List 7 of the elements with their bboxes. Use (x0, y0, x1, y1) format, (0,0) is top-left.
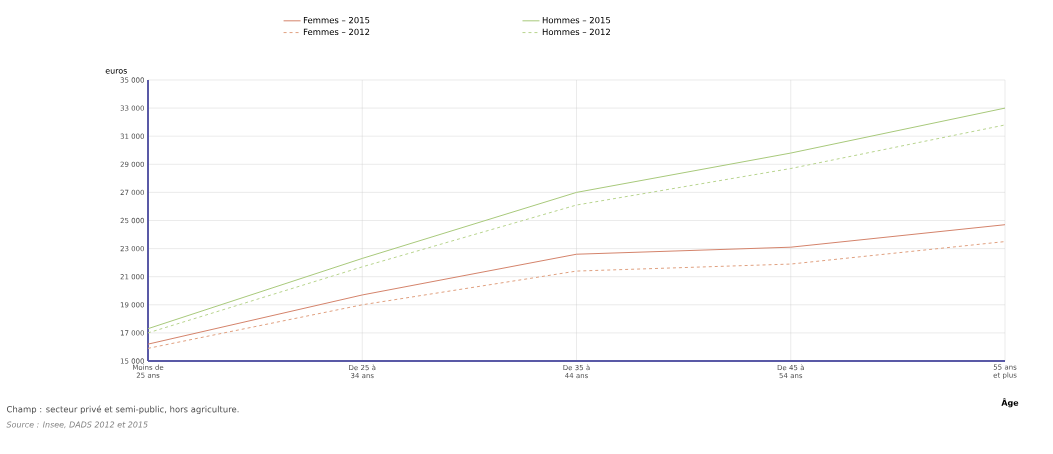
line-series (147, 224, 1006, 345)
legend-label: Femmes – 2015 (303, 16, 370, 24)
legend-label: Hommes – 2015 (542, 16, 611, 24)
line-series (147, 241, 1006, 349)
legend-label: Hommes – 2012 (542, 28, 610, 36)
text: Champ : secteur privé et semi-public, hors agriculture. (6, 405, 239, 415)
legend-label: Femmes – 2012 (303, 28, 370, 36)
